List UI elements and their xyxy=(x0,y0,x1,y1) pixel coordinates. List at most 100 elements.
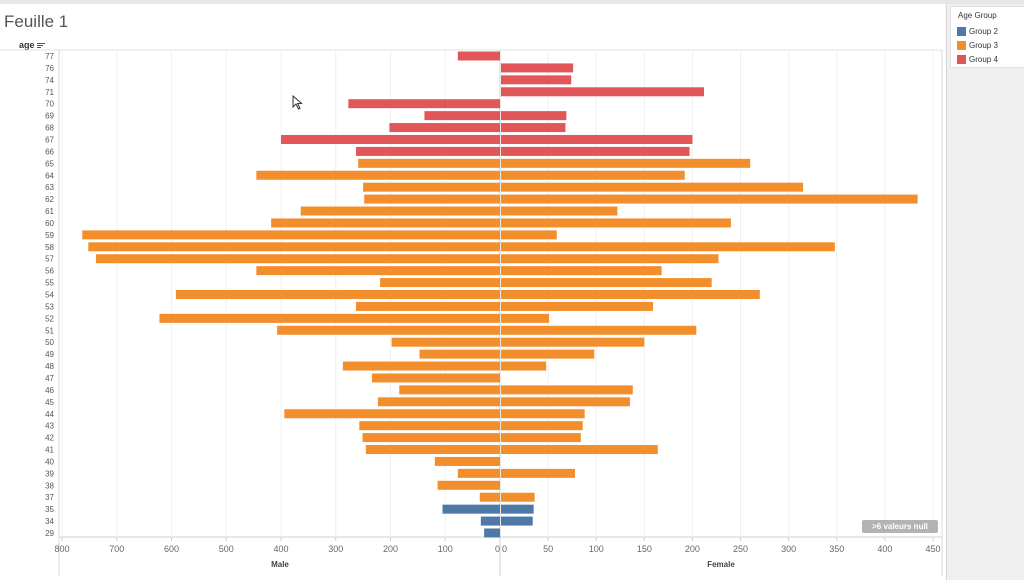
bar-male xyxy=(480,516,500,526)
bar-male xyxy=(359,421,500,431)
x-tick-label-male: 100 xyxy=(438,544,453,554)
row-label-age: 63 xyxy=(45,183,54,192)
bar-male xyxy=(358,158,500,168)
row-label-age: 48 xyxy=(45,362,54,371)
null-values-badge[interactable]: >6 valeurs null xyxy=(862,520,938,533)
bar-male xyxy=(356,301,500,311)
x-tick-label-male: 0 xyxy=(495,544,500,554)
bar-male xyxy=(434,456,500,466)
bar-female xyxy=(501,242,835,252)
row-label-age: 29 xyxy=(45,529,54,538)
bar-female xyxy=(501,206,618,216)
legend-label: Group 3 xyxy=(969,41,998,50)
row-label-age: 34 xyxy=(45,517,54,526)
row-label-age: 40 xyxy=(45,457,54,466)
bar-male xyxy=(88,242,500,252)
bar-female xyxy=(501,230,557,240)
bar-male xyxy=(399,385,500,395)
bar-female xyxy=(501,409,585,419)
row-label-age: 38 xyxy=(45,481,54,490)
x-tick-label-female: 400 xyxy=(877,544,892,554)
bar-male xyxy=(442,504,500,514)
row-label-age: 42 xyxy=(45,434,54,443)
bar-female xyxy=(501,337,645,347)
bar-male xyxy=(363,182,500,192)
row-label-age: 51 xyxy=(45,326,54,335)
bar-male xyxy=(82,230,500,240)
bar-female xyxy=(501,421,583,431)
bar-male xyxy=(271,218,500,228)
bar-male xyxy=(479,492,500,502)
row-label-age: 47 xyxy=(45,374,54,383)
x-axis-title-male: Male xyxy=(271,560,289,569)
legend-label: Group 2 xyxy=(969,27,998,36)
row-label-age: 55 xyxy=(45,279,54,288)
x-tick-label-female: 50 xyxy=(543,544,553,554)
row-label-age: 60 xyxy=(45,219,54,228)
bar-male xyxy=(419,349,500,359)
sheet-title: Feuille 1 xyxy=(4,12,69,31)
bar-female xyxy=(501,361,547,371)
bar-male xyxy=(356,146,500,156)
bar-male xyxy=(377,397,500,407)
bar-male xyxy=(95,254,500,264)
legend-item-group-2[interactable]: Group 2 xyxy=(957,27,998,36)
sort-descending-icon[interactable] xyxy=(36,42,45,49)
window-top-border xyxy=(0,0,1024,4)
row-label-age: 35 xyxy=(45,505,54,514)
row-label-age: 61 xyxy=(45,207,54,216)
bar-male xyxy=(391,337,500,347)
row-label-age: 77 xyxy=(45,52,54,61)
bar-female xyxy=(501,301,653,311)
row-label-age: 45 xyxy=(45,398,54,407)
population-pyramid-chart: 800 700 600 500 400 300 200 100 0 0 50 100 150 200 250… xyxy=(0,49,943,576)
bar-male xyxy=(159,313,500,323)
row-label-age: 58 xyxy=(45,243,54,252)
bar-male xyxy=(342,361,500,371)
bar-female xyxy=(501,468,576,478)
x-axis-title-female: Female xyxy=(707,560,735,569)
bar-female xyxy=(501,134,693,144)
row-label-age: 52 xyxy=(45,314,54,323)
bar-female xyxy=(501,290,760,299)
x-tick-label-male: 400 xyxy=(273,544,288,554)
bar-female xyxy=(501,325,697,335)
bar-male xyxy=(362,433,500,443)
bar-female xyxy=(501,278,712,288)
row-label-age: 37 xyxy=(45,493,54,502)
row-label-age: 54 xyxy=(45,291,54,300)
legend-item-group-4[interactable]: Group 4 xyxy=(957,55,998,64)
row-label-age: 64 xyxy=(45,171,54,180)
row-label-age: 43 xyxy=(45,422,54,431)
bar-female xyxy=(501,194,918,204)
bar-female xyxy=(501,123,566,133)
x-tick-label-female: 100 xyxy=(589,544,604,554)
row-label-age: 66 xyxy=(45,147,54,156)
legend-swatch-group-3 xyxy=(957,41,966,50)
bar-female xyxy=(501,266,662,276)
bar-female xyxy=(501,313,550,323)
row-label-age: 56 xyxy=(45,267,54,276)
bar-female xyxy=(501,254,719,264)
bar-male xyxy=(457,51,500,61)
age-row-header[interactable]: age xyxy=(19,40,45,50)
row-label-age: 76 xyxy=(45,64,54,73)
bar-female xyxy=(501,218,731,228)
legend-title: Age Group xyxy=(958,11,997,20)
bar-female xyxy=(501,433,581,443)
bar-female xyxy=(501,158,751,168)
legend-label: Group 4 xyxy=(969,55,998,64)
bar-male xyxy=(348,99,500,109)
bar-male xyxy=(175,290,500,299)
row-label-age: 44 xyxy=(45,410,54,419)
legend-item-group-3[interactable]: Group 3 xyxy=(957,41,998,50)
legend-swatch-group-2 xyxy=(957,27,966,36)
bar-female xyxy=(501,516,533,526)
bar-female xyxy=(501,146,690,156)
x-tick-label-female: 250 xyxy=(733,544,748,554)
x-tick-label-male: 700 xyxy=(109,544,124,554)
x-tick-label-female: 350 xyxy=(829,544,844,554)
x-tick-label-male: 500 xyxy=(219,544,234,554)
bar-female xyxy=(501,170,685,180)
bar-male xyxy=(380,278,500,288)
